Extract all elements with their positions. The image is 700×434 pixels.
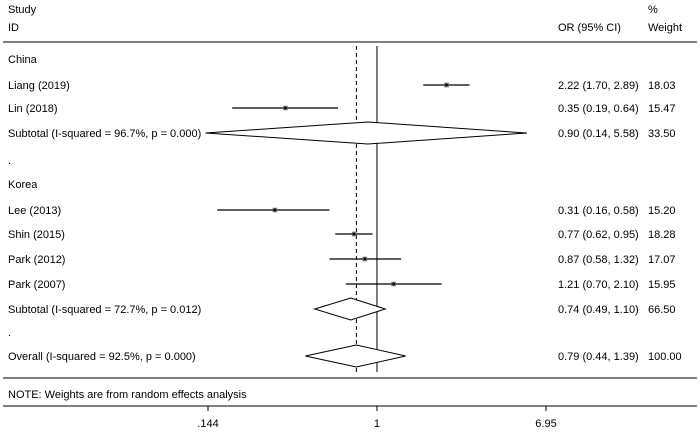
note-text: NOTE: Weights are from random effects an… <box>8 389 247 401</box>
header-percent: % <box>648 4 658 16</box>
study-label: Subtotal (I-squared = 72.7%, p = 0.012) <box>8 304 201 316</box>
study-label: Park (2007) <box>8 279 65 291</box>
or-ci-value: 0.74 (0.49, 1.10) <box>558 304 639 316</box>
point-estimate <box>392 282 395 286</box>
study-label: Liang (2019) <box>8 80 70 92</box>
x-tick-label: 6.95 <box>535 418 556 430</box>
header-id: ID <box>8 22 19 34</box>
weight-value: 15.95 <box>648 279 676 291</box>
point-estimate <box>284 106 287 110</box>
weight-value: 100.00 <box>648 351 682 363</box>
x-tick-label: 1 <box>374 418 380 430</box>
weight-value: 15.20 <box>648 205 676 217</box>
or-ci-value: 0.87 (0.58, 1.32) <box>558 254 639 266</box>
study-label: Overall (I-squared = 92.5%, p = 0.000) <box>8 351 196 363</box>
or-ci-value: 0.90 (0.14, 5.58) <box>558 128 639 140</box>
overall-diamond <box>305 344 406 368</box>
weight-value: 18.03 <box>648 80 676 92</box>
or-ci-value: 0.31 (0.16, 0.58) <box>558 205 639 217</box>
weight-value: 15.47 <box>648 103 676 115</box>
header-or-ci: OR (95% CI) <box>558 22 621 34</box>
spacer-dot: . <box>8 155 11 167</box>
point-estimate <box>352 232 356 236</box>
subtotal-diamond <box>313 297 387 321</box>
weight-value: 18.28 <box>648 229 676 241</box>
or-ci-value: 0.35 (0.19, 0.64) <box>558 103 639 115</box>
header-study: Study <box>8 4 37 16</box>
study-label: Lin (2018) <box>8 103 58 115</box>
spacer-dot: . <box>8 327 11 339</box>
or-ci-value: 0.79 (0.44, 1.39) <box>558 351 639 363</box>
point-estimate <box>273 208 277 212</box>
or-ci-value: 0.77 (0.62, 0.95) <box>558 229 639 241</box>
study-label: Park (2012) <box>8 254 65 266</box>
group-label: China <box>8 54 38 66</box>
point-estimate <box>445 83 448 87</box>
or-ci-value: 2.22 (1.70, 2.89) <box>558 80 639 92</box>
study-label: Lee (2013) <box>8 205 61 217</box>
header-weight: Weight <box>648 22 682 34</box>
weight-value: 17.07 <box>648 254 676 266</box>
study-label: Subtotal (I-squared = 96.7%, p = 0.000) <box>8 128 201 140</box>
weight-value: 66.50 <box>648 304 676 316</box>
weight-value: 33.50 <box>648 128 676 140</box>
or-ci-value: 1.21 (0.70, 2.10) <box>558 279 639 291</box>
point-estimate <box>363 257 367 261</box>
x-tick-label: .144 <box>197 418 218 430</box>
group-label: Korea <box>8 179 38 191</box>
subtotal-diamond <box>205 121 527 145</box>
study-label: Shin (2015) <box>8 229 65 241</box>
